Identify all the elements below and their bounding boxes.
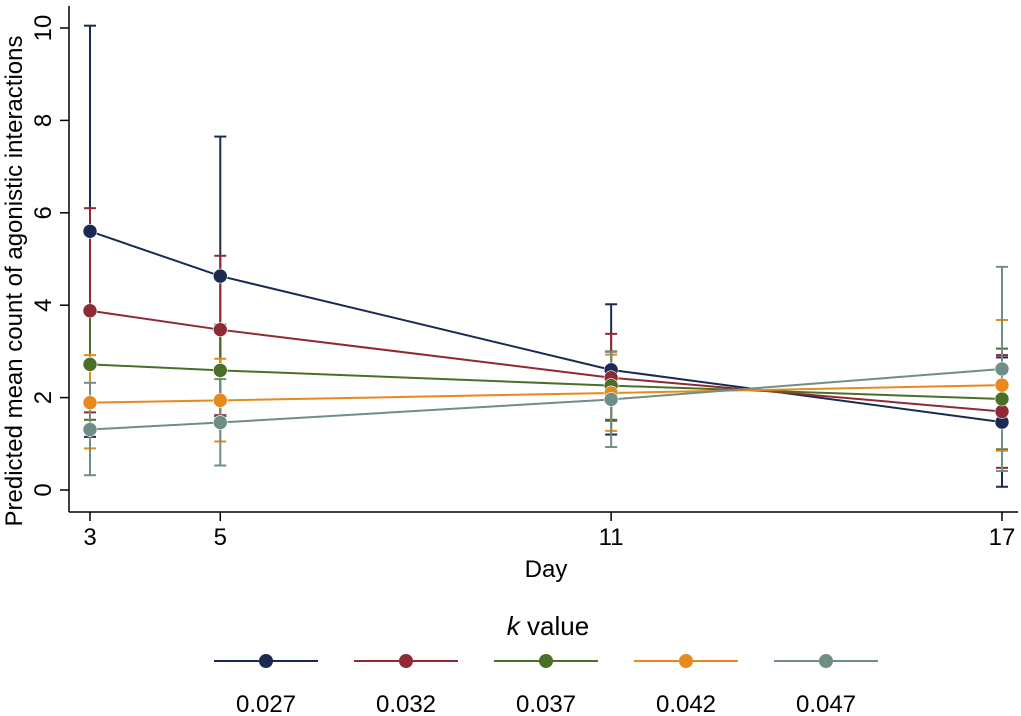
plot-area xyxy=(82,24,1010,488)
data-point xyxy=(212,322,228,337)
legend-label: 0.027 xyxy=(236,691,296,716)
series-line xyxy=(89,230,1003,424)
x-axis-label: Day xyxy=(525,556,568,583)
y-tick-label: 0 xyxy=(30,483,57,496)
x-axis: 3 5 11 17 xyxy=(69,511,1018,551)
data-point xyxy=(82,422,98,437)
series-line xyxy=(89,367,1003,431)
legend: k value 0.027 0.032 0.037 0.042 0.047 xyxy=(214,611,878,716)
data-point xyxy=(82,395,98,410)
y-tick-label: 4 xyxy=(30,299,57,312)
y-axis-label: Predicted mean count of agonistic intera… xyxy=(1,36,28,527)
legend-title-rest: value xyxy=(520,611,589,641)
series-line xyxy=(89,384,1003,404)
x-tick-label: 3 xyxy=(83,524,96,551)
legend-item: 0.032 xyxy=(354,654,458,716)
legend-title: k value xyxy=(507,611,589,641)
legend-item: 0.037 xyxy=(494,654,598,716)
legend-marker xyxy=(679,654,693,668)
data-point xyxy=(994,361,1010,377)
x-tick-label: 5 xyxy=(214,524,227,551)
legend-label: 0.032 xyxy=(376,691,436,716)
series-line xyxy=(89,363,1003,400)
legend-title-italic: k xyxy=(507,611,522,641)
legend-label: 0.037 xyxy=(516,691,576,716)
legend-marker xyxy=(259,654,273,668)
legend-label: 0.047 xyxy=(796,691,856,716)
data-point xyxy=(994,391,1010,407)
legend-marker xyxy=(819,654,833,668)
legend-marker xyxy=(539,654,553,668)
x-tick-label: 17 xyxy=(989,524,1016,551)
data-point xyxy=(212,363,228,378)
data-point xyxy=(212,415,228,430)
x-tick-label: 11 xyxy=(599,524,624,551)
y-tick-label: 2 xyxy=(30,391,57,404)
series-0.042 xyxy=(84,318,1008,452)
legend-item: 0.027 xyxy=(214,654,318,716)
data-point xyxy=(212,393,228,408)
legend-items: 0.027 0.032 0.037 0.042 0.047 xyxy=(214,654,878,716)
y-axis: 0 2 4 6 8 10 xyxy=(30,6,70,512)
y-tick-label: 6 xyxy=(30,206,57,219)
data-point xyxy=(994,377,1010,393)
data-point xyxy=(82,223,98,239)
data-point xyxy=(212,268,228,284)
data-point xyxy=(994,404,1010,419)
legend-item: 0.042 xyxy=(634,654,738,716)
legend-marker xyxy=(399,654,413,668)
legend-item: 0.047 xyxy=(774,654,878,716)
data-point xyxy=(82,357,98,372)
data-point xyxy=(603,392,619,407)
legend-label: 0.042 xyxy=(656,691,716,716)
series-points-0.047 xyxy=(82,361,1010,437)
data-point xyxy=(82,303,98,319)
series-line xyxy=(89,309,1003,413)
y-tick-label: 8 xyxy=(30,114,57,127)
y-tick-label: 10 xyxy=(30,15,57,42)
